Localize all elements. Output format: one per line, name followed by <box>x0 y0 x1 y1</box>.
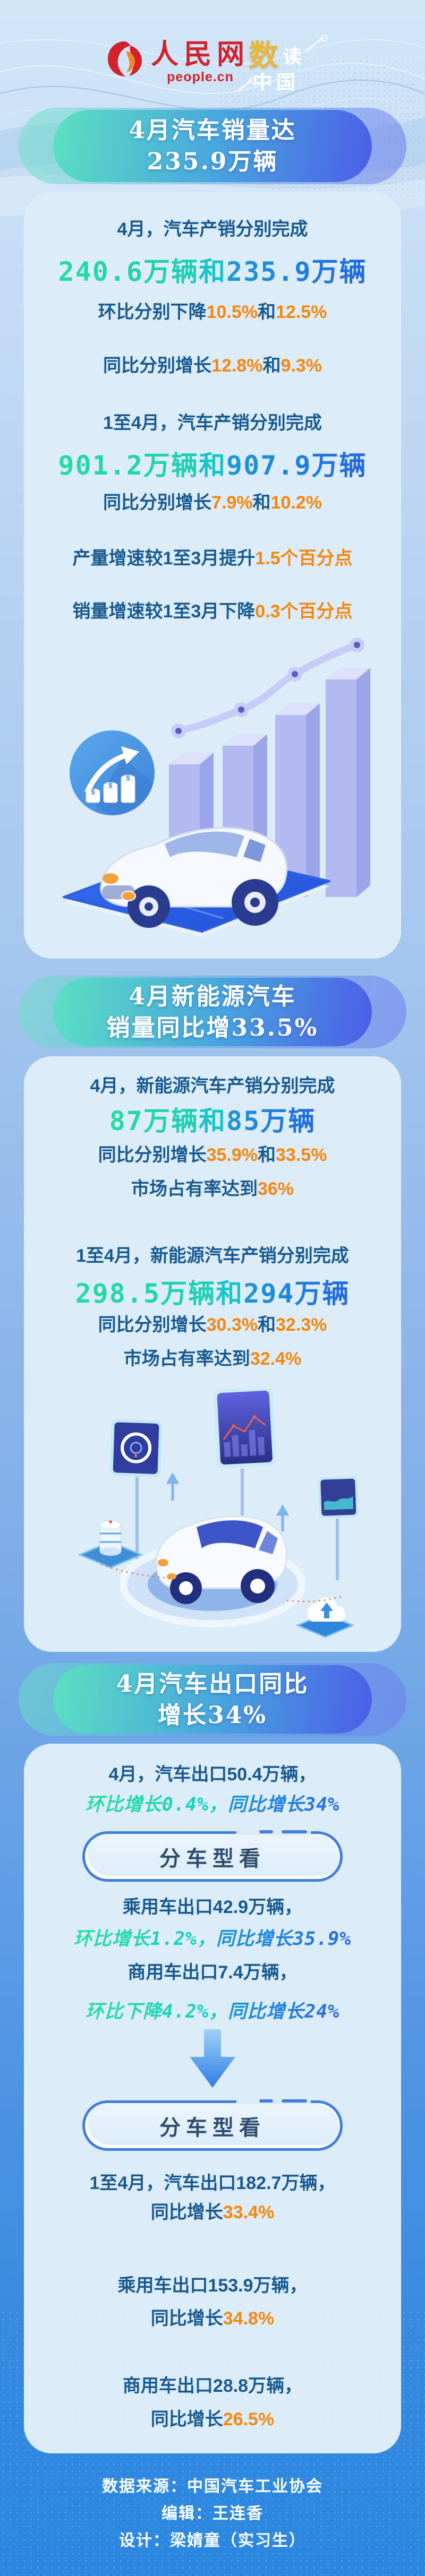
card3-passenger-line: 乘用车出口42.9万辆， <box>122 1897 303 1917</box>
gauge-screen <box>109 1419 163 1477</box>
white-van-illustration <box>155 1515 288 1604</box>
banner-line: 4月新能源汽车 <box>129 983 296 1010</box>
people-cn-logo: 人民网 people.cn <box>105 39 250 84</box>
card1-number-line2: 901.2万辆和907.9万辆 <box>58 450 367 481</box>
card-auto-production-sales: 4月，汽车产销分别完成 240.6万辆和235.9万辆 环比分别下降10.5%和… <box>24 192 401 959</box>
button-dash-gap <box>236 1830 311 1835</box>
card2-number-line1: 87万辆和85万辆 <box>109 1106 316 1136</box>
svg-text:$: $ <box>126 774 130 782</box>
card2-heading1: 4月，新能源汽车产销分别完成 <box>90 1076 335 1096</box>
people-cn-domain: people.cn <box>167 70 234 84</box>
card1-heading2: 1至4月，汽车产销分别完成 <box>103 413 322 433</box>
pedestal-cylinder <box>78 1520 143 1569</box>
cloud-upload-tile <box>295 1597 355 1638</box>
car-growth-illustration: $ $ $ <box>63 637 370 937</box>
down-arrow-icon <box>190 2029 235 2088</box>
button-dash <box>282 2099 307 2103</box>
banner-export-pill: 4月汽车出口同比 增长34% <box>53 1665 372 1734</box>
trend-line-illustration <box>171 637 364 738</box>
people-cn-name: 人民网 <box>151 38 250 71</box>
button-dash <box>259 2099 273 2103</box>
area-chart-screen <box>318 1476 359 1519</box>
white-car-illustration <box>100 827 288 928</box>
card1-yoy-line: 同比分别增长12.8%和9.3% <box>103 356 322 376</box>
by-vehicle-type-label: 分车型看 <box>159 2115 266 2140</box>
banner-export: 4月汽车出口同比 增长34% <box>19 1663 406 1736</box>
banner-line: 4月汽车出口同比 <box>116 1670 309 1698</box>
banner-line: 销量同比增33.5% <box>106 1014 319 1041</box>
card3-ytd-yoy-line: 同比增长33.4% <box>150 2202 275 2222</box>
banner-april-sales: 4月汽车销量达 235.9万辆 <box>19 108 406 184</box>
shudu-zhongguo: 中国 <box>253 71 300 93</box>
shudu-char-du: 读 <box>283 46 302 68</box>
banner-line: 4月汽车销量达 <box>129 117 296 144</box>
svg-text:$: $ <box>108 781 113 789</box>
card1-mom-line: 环比分别下降10.5%和12.5% <box>98 302 327 322</box>
banner-line: 增长34% <box>157 1701 268 1729</box>
dollar-coin-icon: $ $ $ <box>91 774 130 796</box>
up-arrow-icon <box>320 1603 333 1618</box>
compass-needle-icon <box>304 36 325 53</box>
people-cn-flame-icon <box>108 41 142 76</box>
growth-coins-badge: $ $ $ <box>70 730 155 815</box>
card1-sales-speed-line: 销量增速较1至3月下降0.3个百分点 <box>72 601 353 622</box>
shudu-zhongguo-logo: 数 读 中国 <box>236 32 330 98</box>
card3-ytd-commercial-yoy: 同比增长26.5% <box>150 2409 275 2429</box>
banner-april-sales-pill: 4月汽车销量达 235.9万辆 <box>53 110 372 182</box>
header-logos: 人民网 people.cn 数 读 中国 <box>0 32 425 101</box>
banner-nev-sales: 4月新能源汽车 销量同比增33.5% <box>19 976 406 1048</box>
bar-chart-illustration <box>169 668 370 897</box>
card3-ytd-passenger-yoy: 同比增长34.8% <box>150 2308 275 2329</box>
by-vehicle-type-label: 分车型看 <box>159 1846 266 1871</box>
button-dash <box>259 1830 273 1833</box>
card3-heading1: 4月，汽车出口50.4万辆， <box>108 1764 317 1785</box>
by-vehicle-type-button[interactable]: 分车型看 <box>82 2099 343 2151</box>
card3-growth-line1: 环比增长0.4%，同比增长34% <box>85 1794 340 1815</box>
card2-market-share-line: 市场占有率达到36% <box>131 1179 294 1199</box>
people-cn-wordmark: 人民网 people.cn <box>151 39 250 84</box>
card1-ytd-yoy-line: 同比分别增长7.9%和10.2% <box>103 493 322 513</box>
editor-credit: 编辑：王连香 <box>162 2505 264 2522</box>
card3-growth-line2: 环比增长1.2%，同比增长35.9% <box>73 1928 352 1950</box>
card3-ytd-passenger-line: 乘用车出口153.9万辆， <box>117 2276 308 2296</box>
card2-ytd-market-share-line: 市场占有率达到32.4% <box>123 1349 302 1369</box>
data-source: 数据来源：中国汽车工业协会 <box>102 2478 323 2495</box>
nev-dashboard-illustration <box>78 1389 359 1638</box>
banner-nev-sales-pill: 4月新能源汽车 销量同比增33.5% <box>53 978 372 1046</box>
card1-heading1: 4月，汽车产销分别完成 <box>117 219 308 239</box>
by-vehicle-type-button[interactable]: 分车型看 <box>82 1830 343 1882</box>
footer-credits: 数据来源：中国汽车工业协会 编辑：王连香 设计：梁婧童（实习生） <box>0 2468 425 2551</box>
banner-line: 235.9万辆 <box>147 148 278 175</box>
line-chart-screen <box>213 1389 277 1469</box>
button-dash-gap <box>236 2099 311 2104</box>
card3-growth-line3: 环比下降4.2%，同比增长24% <box>85 2001 340 2022</box>
card2-number-line2: 298.5万辆和294万辆 <box>75 1278 350 1309</box>
card3-ytd-export-line: 1至4月，汽车出口182.7万辆， <box>89 2173 336 2193</box>
svg-text:$: $ <box>91 788 95 796</box>
card-nev-production-sales: 4月，新能源汽车产销分别完成 87万辆和85万辆 同比分别增长35.9%和33.… <box>24 1056 401 1652</box>
up-arrows-decor <box>166 1472 290 1531</box>
card1-number-line1: 240.6万辆和235.9万辆 <box>58 256 367 287</box>
card2-ytd-yoy-line: 同比分别增长30.3%和32.3% <box>98 1315 327 1335</box>
designer-credit: 设计：梁婧童（实习生） <box>119 2532 306 2549</box>
card3-commercial-line: 商用车出口7.4万辆， <box>128 1962 298 1983</box>
card1-production-speed-line: 产量增速较1至3月提升1.5个百分点 <box>72 548 353 568</box>
card-auto-export: 4月，汽车出口50.4万辆， 环比增长0.4%，同比增长34% 分车型看 乘用车… <box>24 1744 401 2453</box>
button-dash <box>282 1830 307 1833</box>
shudu-char-shu: 数 <box>249 38 278 73</box>
card2-yoy-line: 同比分别增长35.9%和33.5% <box>98 1145 327 1165</box>
card3-ytd-commercial-line: 商用车出口28.8万辆， <box>122 2376 303 2396</box>
card2-heading2: 1至4月，新能源汽车产销分别完成 <box>76 1246 349 1266</box>
